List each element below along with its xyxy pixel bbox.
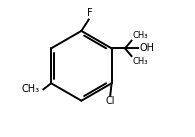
Text: F: F — [87, 8, 92, 18]
Text: CH₃: CH₃ — [132, 31, 148, 40]
Text: CH₃: CH₃ — [22, 84, 40, 94]
Text: Cl: Cl — [105, 96, 115, 106]
Text: OH: OH — [139, 43, 154, 53]
Text: CH₃: CH₃ — [132, 57, 148, 66]
